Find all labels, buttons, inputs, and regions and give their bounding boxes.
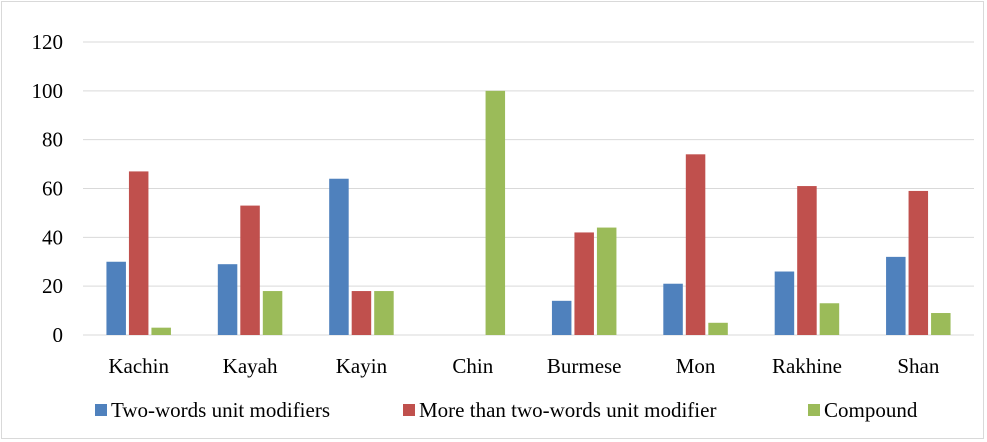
bar-kayin-series-1	[329, 178, 349, 335]
y-tick-label: 40	[42, 225, 63, 249]
bar-kayah-series-1	[217, 264, 238, 335]
bar-burmese-series-3	[596, 227, 617, 335]
y-tick-label: 120	[32, 30, 64, 54]
x-category-label: Kachin	[108, 354, 169, 378]
x-category-label: Shan	[897, 354, 940, 378]
bar-kayah-series-2	[240, 205, 260, 335]
bar-shan-series-2	[908, 190, 929, 335]
bar-kayin-series-3	[374, 291, 394, 335]
bar-shan-series-3	[931, 313, 951, 335]
x-category-label: Kayah	[223, 354, 278, 378]
bar-kayin-series-2	[351, 291, 372, 335]
gridlines	[83, 41, 974, 336]
bar-chin-series-3	[485, 90, 506, 335]
y-tick-label: 80	[42, 128, 63, 152]
y-tick-label: 60	[42, 177, 63, 201]
x-category-label: Mon	[676, 354, 716, 378]
bar-rakhine-series-3	[819, 303, 840, 335]
bar-mon-series-2	[685, 154, 706, 335]
bar-kachin-series-2	[128, 171, 149, 335]
bar-shan-series-1	[886, 256, 906, 335]
y-tick-label: 0	[53, 323, 64, 347]
y-axis-tick-labels: 0 20 40 60 80 100 120	[32, 30, 64, 347]
bar-rakhine-series-2	[797, 186, 817, 335]
bars	[106, 90, 951, 335]
legend-swatch-2	[403, 404, 415, 416]
legend: Two-words unit modifiers More than two-wo…	[95, 398, 918, 422]
bar-burmese-series-2	[574, 232, 594, 335]
bar-kachin-series-3	[151, 327, 171, 335]
legend-swatch-3	[808, 404, 820, 416]
bar-mon-series-3	[708, 322, 728, 335]
bar-rakhine-series-1	[774, 271, 795, 335]
y-tick-label: 20	[42, 274, 63, 298]
x-category-label: Chin	[452, 354, 493, 378]
y-tick-label: 100	[32, 79, 64, 103]
x-axis-category-labels: Kachin Kayah Kayin Chin Burmese Mon Rakhine Sha…	[108, 354, 939, 378]
x-category-label: Rakhine	[772, 354, 842, 378]
bar-kachin-series-1	[106, 261, 126, 335]
legend-label-1: Two-words unit modifiers	[111, 398, 330, 422]
bar-mon-series-1	[663, 283, 683, 335]
legend-label-3: Compound	[824, 398, 918, 422]
x-category-label: Kayin	[336, 354, 388, 378]
x-category-label: Burmese	[547, 354, 622, 378]
bar-burmese-series-1	[551, 300, 572, 335]
bar-kayah-series-3	[262, 291, 283, 335]
legend-label-2: More than two-words unit modifier	[419, 398, 716, 422]
legend-swatch-1	[95, 404, 107, 416]
